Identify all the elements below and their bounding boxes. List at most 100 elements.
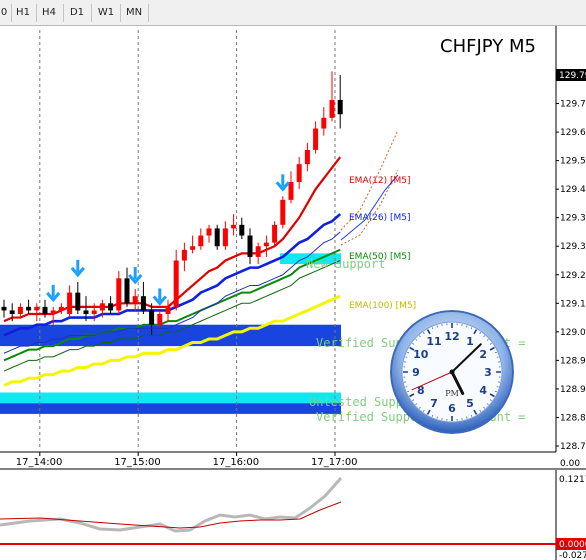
clock-tick [473,329,478,335]
clock-numeral: 4 [479,384,487,397]
tf-h4-button[interactable]: H4 [42,7,56,18]
price-tick-label: 129.31 [560,242,586,252]
symbol-title: CHFJPY M5 [440,36,536,57]
clock-tick [470,327,473,330]
clock-tick [415,338,418,341]
toolbar-separator [63,4,64,22]
candle-body [280,199,286,225]
clock-tick [489,393,495,398]
zone-label: New Support [306,257,385,271]
candle-body [272,224,278,243]
buy-signal-arrow-icon [152,288,167,306]
clock-numeral: 12 [444,330,459,343]
clock-numeral: 2 [479,348,487,361]
tf-mn-button[interactable]: MN [125,7,143,18]
clock-second-hand [411,371,453,391]
clock-numeral: 9 [412,366,420,379]
clock-tick [407,351,410,354]
price-tick-label: 129.15 [560,299,586,309]
channel-line [3,231,341,354]
clock-tick [409,393,415,398]
clock-numeral: 10 [413,348,429,361]
oscillator-main-line [0,477,343,533]
candle-body [288,182,294,200]
zone-label: Untested Support [309,395,425,409]
clock-tick [479,332,482,335]
candle-body [1,306,7,311]
tf-h1-button[interactable]: H1 [16,7,30,18]
toolbar-separator [120,4,121,22]
candle-body [140,296,146,311]
clock-tick [405,356,408,358]
clock-tick [418,406,421,409]
ema26-line [3,213,342,337]
tf-d1-button[interactable]: D1 [69,7,85,18]
current-price-box [556,69,586,81]
clock-hour-hand [450,370,465,395]
clock-tick [496,386,499,388]
clock-tick [412,399,415,402]
candle-body [149,310,155,325]
candle-body [337,99,343,115]
candle-body [263,242,269,247]
candle-body [255,246,261,257]
arrow-head [46,291,61,303]
clock-tick [489,346,495,351]
candle-body [222,228,228,247]
candle-body [239,224,245,236]
clock-tick [479,409,482,412]
tf-w1-button[interactable]: W1 [97,7,115,18]
buy-signal-arrow-icon [128,267,143,285]
clock-tick [426,329,431,335]
ema-label: EMA(12) [M5] [349,176,410,186]
ema12-line [3,156,342,323]
candle-body [26,306,32,311]
arrow-head [70,266,85,278]
candle-body [116,278,122,311]
toolbar-separator [148,4,149,22]
tf-partial-button[interactable]: 0 [0,7,8,18]
clock-minute-hand [451,343,482,373]
clock-tick [486,338,489,341]
oscillator-tick-label: 0.1217 [559,475,586,485]
clock-tick [489,399,492,402]
projection-line [340,174,399,241]
price-tick-label: 129.47 [560,185,586,195]
candle-body [181,249,187,261]
oscillator-signal-line [0,501,342,529]
candle-body [190,246,196,250]
clock-tick [436,325,438,328]
time-tick-label: 17_15:00 [114,457,161,468]
ema-label: EMA(100) [M5] [349,301,416,311]
candle-body [83,310,89,315]
candle-body [124,278,130,304]
price-tick-label: 129.71 [560,100,586,110]
support-zone [0,392,341,404]
clock-tick [473,409,478,415]
oscillator-tick-label: -0.0276 [559,551,586,560]
toolbar-separator [11,4,12,22]
clock-numeral: 8 [417,384,425,397]
candle-body [173,260,179,307]
ema-label: EMA(26) [M5] [349,213,410,223]
toolbar-separator [36,4,37,22]
clock-tick [422,409,425,412]
clock-tick [470,414,473,417]
clock-tick [409,346,415,351]
support-zone [0,403,341,414]
clock-tick [486,403,489,406]
clock-tick [496,356,499,358]
channel-line [3,260,341,372]
toolbar-separator [91,4,92,22]
candle-body [58,306,64,311]
time-tick-label: 17_17:00 [311,457,358,468]
clock-tick [415,403,418,406]
clock-numeral: 1 [466,335,474,348]
clock-tick [466,325,468,328]
price-tick-label: 129.39 [560,214,586,224]
price-tick-label: 128.83 [560,413,586,423]
buy-signal-arrow-icon [275,174,290,192]
clock-tick [422,332,425,335]
ema100-line [3,294,341,387]
